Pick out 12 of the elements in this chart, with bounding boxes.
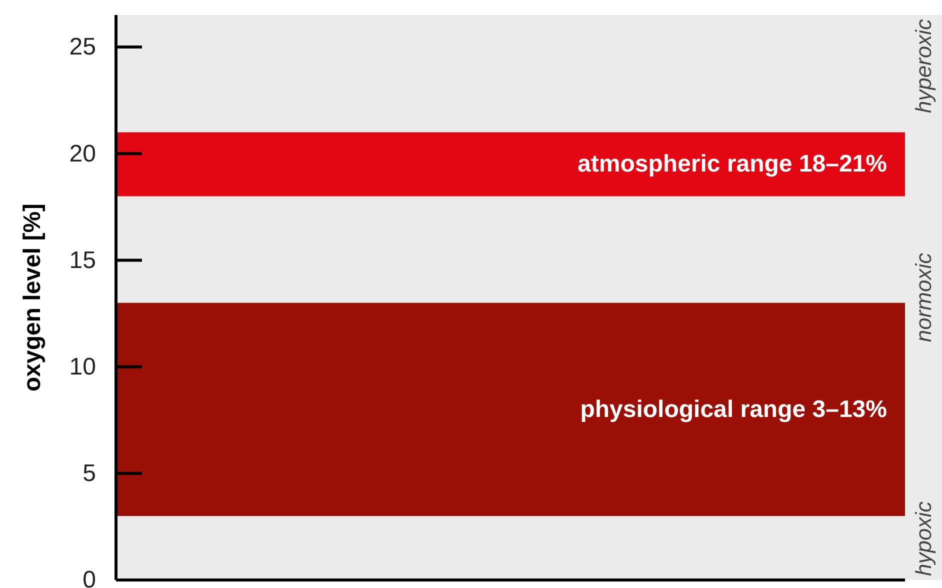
y-tick-label: 10 (69, 353, 96, 380)
text: hyperoxic (911, 19, 936, 114)
y-axis-title: oxygen level [%] (19, 203, 46, 392)
y-tick-label: 20 (69, 140, 96, 168)
y-tick-label: 25 (69, 34, 96, 61)
y-tick-label: 5 (82, 460, 96, 488)
text: hypoxic (911, 501, 936, 576)
y-tick-label: 15 (69, 246, 96, 274)
text: normoxic (911, 252, 936, 342)
y-tick-label: 0 (82, 566, 96, 588)
series-label: atmospheric range 18–21% (578, 150, 887, 178)
series-label: physiological range 3–13% (580, 396, 887, 423)
